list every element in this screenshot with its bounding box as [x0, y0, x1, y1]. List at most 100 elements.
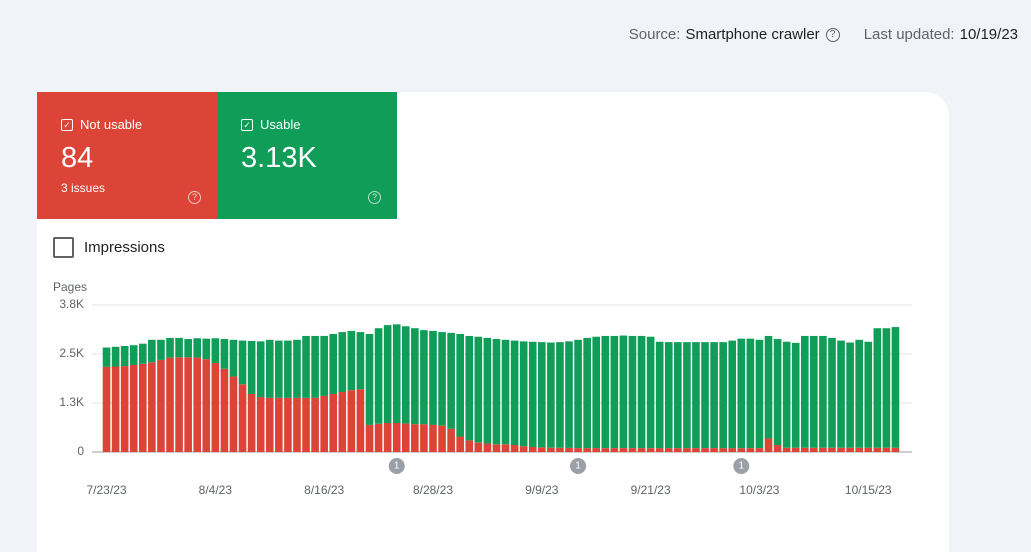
bar-segment: [166, 357, 174, 452]
help-icon[interactable]: ?: [825, 27, 840, 42]
not-usable-card[interactable]: ✓ Not usable 84 3 issues ?: [37, 92, 217, 219]
bar-segment: [601, 335, 610, 449]
bar-segment: [265, 339, 274, 398]
bar-segment: [166, 337, 174, 358]
bar-segment: [465, 335, 474, 441]
bar-segment: [610, 448, 619, 452]
help-icon[interactable]: ?: [368, 191, 381, 204]
bar-segment: [737, 448, 746, 452]
y-tick-label: 3.8K: [59, 297, 84, 311]
x-tick-label: 8/4/23: [199, 483, 233, 497]
bar-segment: [383, 422, 392, 452]
bar-segment: [120, 366, 129, 452]
bar-segment: [293, 397, 301, 452]
usable-card[interactable]: ✓ Usable 3.13K ?: [217, 92, 397, 219]
bar-segment: [528, 446, 537, 452]
annotation-label: 1: [394, 461, 400, 472]
help-icon[interactable]: ?: [188, 191, 201, 204]
bar-segment: [655, 341, 664, 449]
bar-segment: [129, 364, 138, 452]
bar-segment: [800, 447, 809, 452]
bar-segment: [882, 447, 891, 452]
bar-segment: [556, 342, 564, 448]
annotation-marker: [570, 458, 587, 474]
bar-segment: [537, 447, 546, 452]
checkbox[interactable]: ✓: [61, 118, 73, 131]
bar-segment: [855, 447, 864, 452]
bar-segment: [501, 444, 510, 452]
x-tick-label: 9/21/23: [631, 483, 671, 497]
bar-segment: [320, 395, 328, 452]
bar-segment: [519, 341, 528, 447]
card-value: 84: [61, 142, 94, 174]
bar-segment: [175, 337, 183, 358]
bar-segment: [411, 424, 419, 452]
bar-segment: [265, 397, 274, 452]
bar-segment: [238, 340, 247, 385]
bar-segment: [710, 342, 718, 449]
bar-segment: [148, 362, 156, 452]
source-label: Source:: [628, 26, 681, 43]
bar-segment: [438, 425, 446, 452]
bar-segment: [628, 335, 637, 449]
bar-segment: [791, 447, 800, 452]
bar-segment: [456, 436, 465, 452]
bar-segment: [211, 363, 220, 452]
bar-segment: [474, 442, 483, 452]
y-tick-label: 1.3K: [59, 395, 84, 409]
bar-segment: [157, 339, 165, 360]
bar-segment: [664, 448, 673, 452]
bar-segment: [773, 339, 782, 446]
bar-segment: [138, 343, 147, 364]
source[interactable]: Smartphone crawler: [685, 26, 820, 43]
chart: Pages 0 1.3K 2.5K 3.8K 7/23/23 8/4/23 8/16/23 8…: [53, 280, 912, 497]
bar-segment: [411, 328, 419, 425]
bar-segment: [311, 397, 319, 452]
bar-segment: [746, 338, 755, 449]
bar-segment: [184, 339, 192, 358]
page: Source: Smartphone crawler ? Last update…: [37, 26, 1018, 552]
bar-segment: [347, 390, 356, 452]
card-label: Usable: [260, 117, 301, 132]
checkbox[interactable]: [53, 237, 74, 258]
bar-segment: [891, 447, 900, 452]
bar-segment: [175, 357, 183, 452]
bar-segment: [764, 438, 773, 452]
bar-segment: [810, 447, 818, 452]
bar-segment: [338, 332, 347, 393]
bar-segment: [401, 423, 410, 452]
bar-segment: [547, 447, 555, 452]
bar-segment: [329, 393, 338, 452]
impressions-toggle[interactable]: Impressions: [53, 237, 165, 258]
bar-segment: [646, 448, 655, 452]
bar-segment: [338, 392, 347, 452]
bar-segment: [674, 448, 682, 452]
bar-segment: [374, 423, 383, 452]
bar-segment: [148, 339, 156, 363]
bar-segment: [193, 338, 202, 358]
bar-segment: [655, 448, 664, 452]
bar-segment: [628, 448, 637, 452]
bar-segment: [755, 339, 764, 449]
bar-segment: [637, 448, 646, 452]
card-label-row: ✓ Not usable: [61, 117, 142, 132]
bar-segment: [764, 335, 773, 439]
bar-segment: [365, 424, 374, 452]
bar-segment: [583, 448, 591, 452]
bar-segment: [846, 342, 854, 448]
bar-segment: [565, 447, 573, 452]
bar-segment: [401, 326, 410, 424]
annotation-marker: [733, 458, 750, 474]
bar-segment: [828, 337, 836, 448]
bar-segment: [356, 332, 365, 390]
x-tick-label: 7/23/23: [87, 483, 127, 497]
checkbox[interactable]: ✓: [241, 118, 253, 131]
bar-segment: [692, 448, 700, 452]
annotation-marker: [388, 458, 405, 474]
bar-segment: [120, 346, 129, 367]
bar-segment: [420, 424, 428, 452]
card-value: 3.13K: [241, 142, 317, 174]
annotation-label: 1: [739, 461, 745, 472]
bar-segment: [438, 332, 446, 426]
bar-segment: [329, 334, 338, 394]
